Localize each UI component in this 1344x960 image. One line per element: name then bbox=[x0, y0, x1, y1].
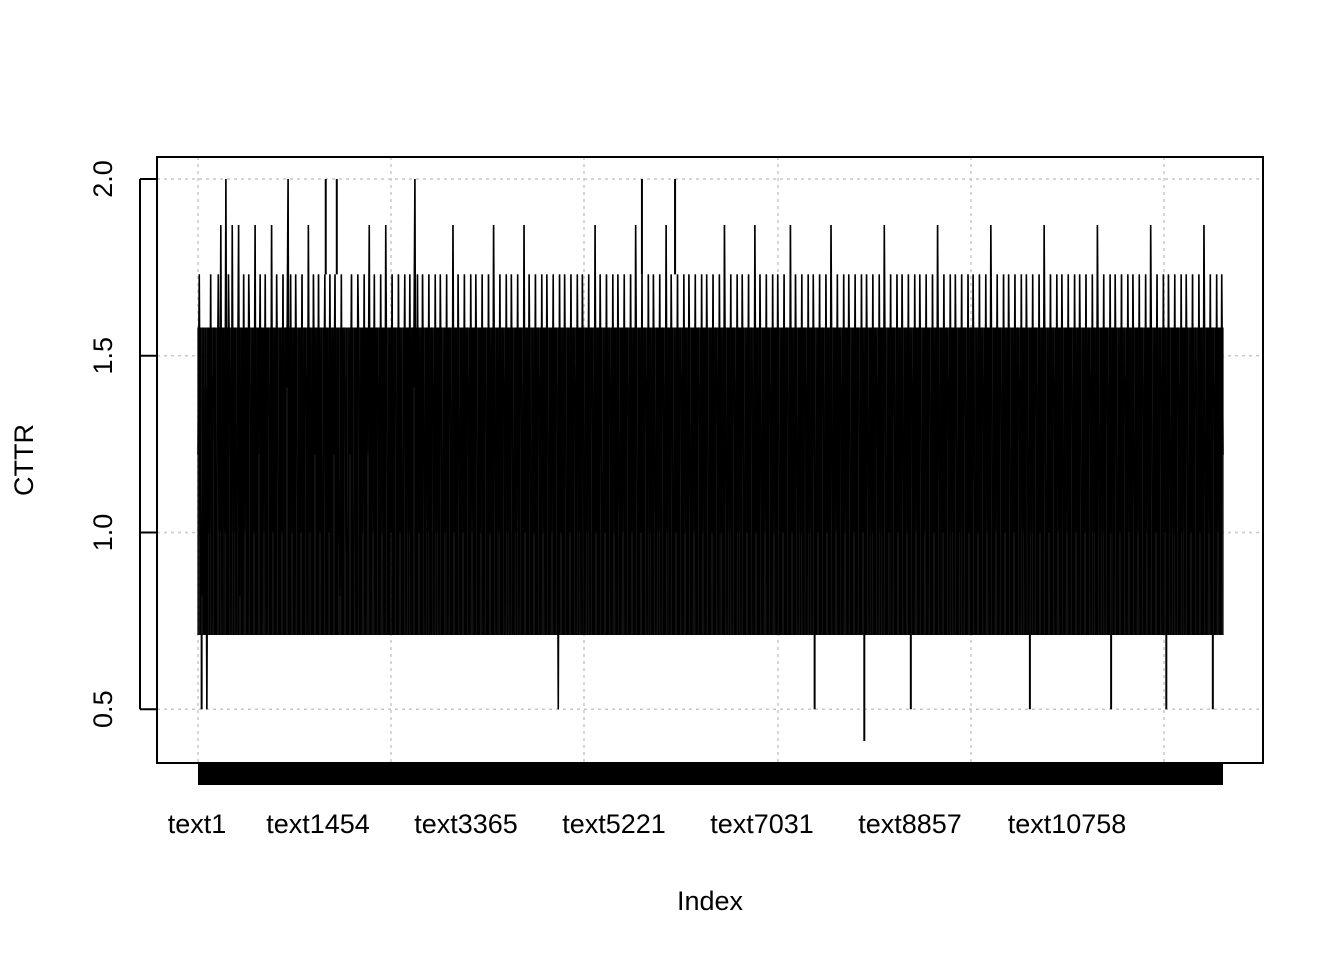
x-tick-label: text10758 bbox=[1008, 809, 1127, 839]
series-layer bbox=[197, 178, 1224, 710]
series-line bbox=[197, 178, 1224, 710]
x-axis-title: Index bbox=[677, 886, 744, 916]
x-tick-label: text7031 bbox=[710, 809, 814, 839]
x-tick-label: text3365 bbox=[414, 809, 518, 839]
spike-layer bbox=[200, 179, 1214, 741]
x-tick-label: text1454 bbox=[266, 809, 370, 839]
x-tick-label: text1 bbox=[168, 809, 227, 839]
y-tick-label: 2.0 bbox=[88, 160, 118, 198]
x-axis-tick-band bbox=[198, 763, 1223, 785]
y-tick-label: 0.5 bbox=[88, 690, 118, 728]
series-density bbox=[197, 179, 1224, 710]
y-tick-label: 1.0 bbox=[88, 514, 118, 552]
y-axis-title: CTTR bbox=[9, 424, 39, 496]
x-tick-label: text8857 bbox=[858, 809, 962, 839]
x-tick-label: text5221 bbox=[562, 809, 666, 839]
x-axis: text1 text1454 text3365 text5221 text7031 tex… bbox=[168, 809, 1127, 839]
y-axis: 0.5 1.0 1.5 2.0 bbox=[88, 160, 157, 728]
y-tick-label: 1.5 bbox=[88, 337, 118, 375]
plot-frame bbox=[156, 156, 1264, 764]
